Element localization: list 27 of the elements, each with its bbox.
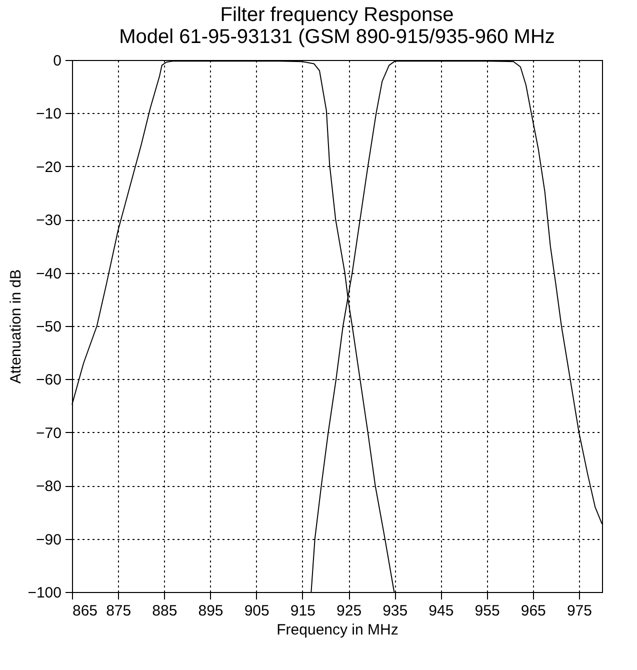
- x-tick-label: 865: [72, 602, 98, 620]
- y-tick-label: −100: [28, 584, 62, 602]
- text: Filter frequency Response: [220, 4, 454, 26]
- x-tick-label: 895: [198, 602, 224, 620]
- y-tick-label: 0: [53, 52, 62, 70]
- x-axis-title: Frequency in MHz: [276, 622, 398, 638]
- y-tick-label: −70: [36, 424, 62, 442]
- y-tick-label: −10: [36, 106, 62, 123]
- x-tick-label: 965: [520, 602, 546, 620]
- text: Model 61-95-93131 (GSM 890-915/935-960 MHz: [119, 26, 555, 48]
- x-tick-label: 905: [244, 602, 270, 620]
- x-tick-label: 975: [566, 602, 592, 620]
- x-tick-label: 945: [428, 602, 454, 620]
- x-tick-label: 925: [336, 602, 362, 620]
- x-tick-label: 915: [290, 602, 316, 620]
- y-tick-label: −90: [36, 531, 62, 548]
- y-tick-label: −20: [36, 158, 62, 176]
- x-tick-label: 935: [382, 602, 408, 620]
- y-tick-label: −50: [36, 318, 62, 336]
- x-tick-label: 885: [152, 602, 178, 620]
- y-tick-label: −60: [36, 372, 62, 389]
- y-tick-label: −40: [36, 265, 62, 282]
- y-axis-title: Attenuation in dB: [8, 269, 25, 384]
- x-tick-label: 955: [474, 602, 500, 620]
- y-tick-label: −30: [36, 212, 62, 230]
- x-tick-label: 875: [106, 602, 132, 620]
- y-tick-label: −80: [36, 478, 62, 496]
